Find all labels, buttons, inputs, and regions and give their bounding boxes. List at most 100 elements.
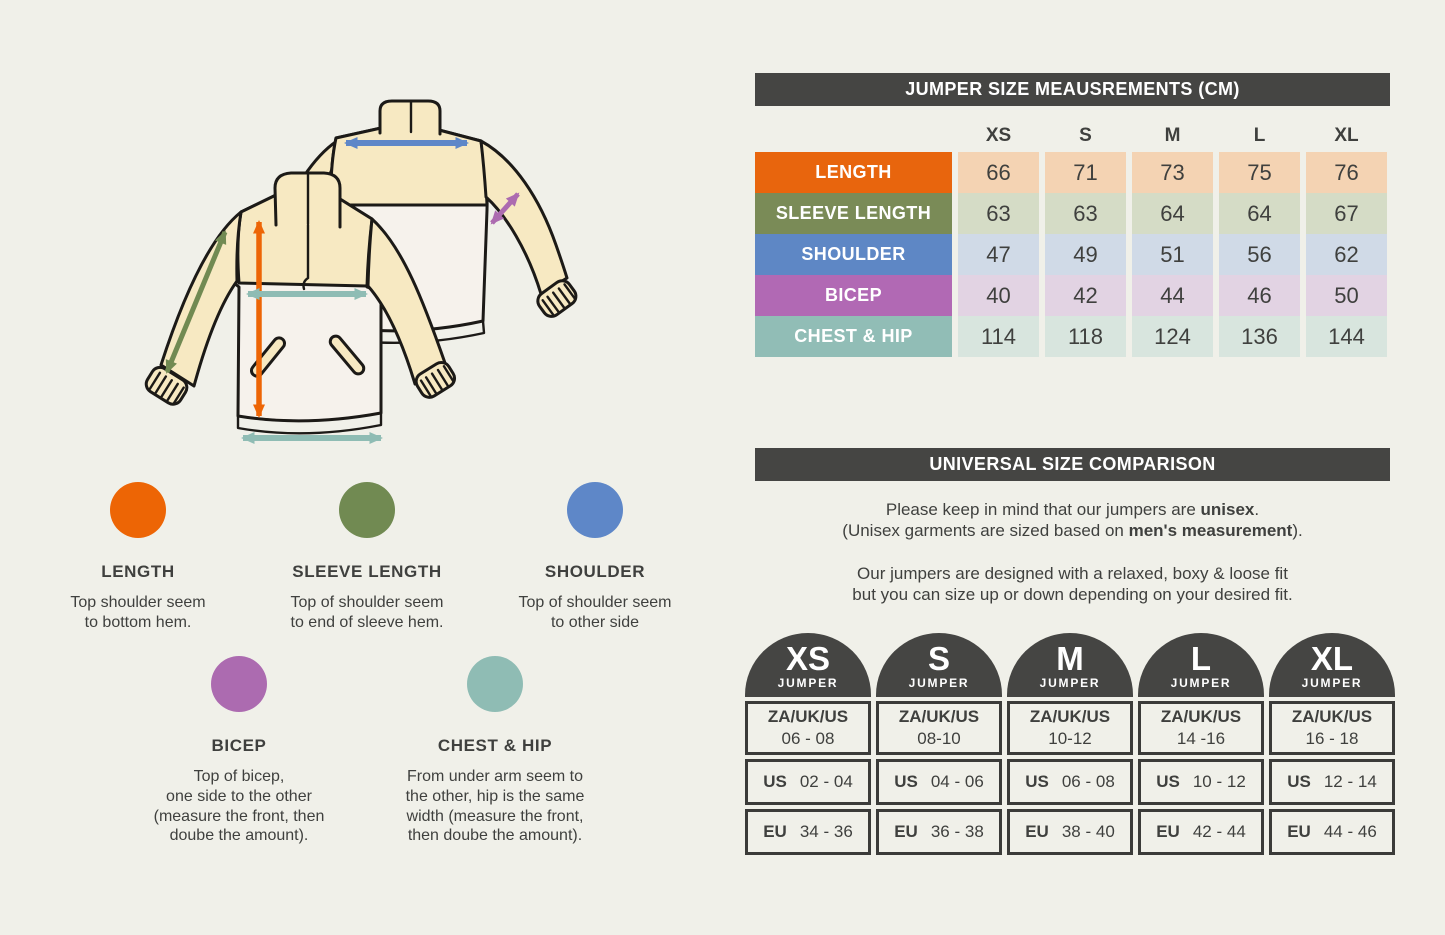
- row-label-sleeve-length: SLEEVE LENGTH: [755, 193, 952, 234]
- conversion-column-s: S JUMPER ZA/UK/US 08-10 US 04 - 06 EU 36…: [876, 633, 1002, 855]
- measurement-cell: 46: [1219, 275, 1300, 316]
- eu-cell: EU 44 - 46: [1269, 809, 1395, 855]
- eu-cell: EU 42 - 44: [1138, 809, 1264, 855]
- za-uk-us-cell: ZA/UK/US 14 -16: [1138, 701, 1264, 755]
- legend-item-shoulder: SHOULDER Top of shoulder seem to other s…: [470, 482, 720, 633]
- measurement-cell: 73: [1132, 152, 1213, 193]
- us-cell: US 02 - 04: [745, 759, 871, 805]
- chest-hip-color-dot: [467, 656, 523, 712]
- eu-cell: EU 36 - 38: [876, 809, 1002, 855]
- measurement-cell: 64: [1219, 193, 1300, 234]
- sleeve-length-arrow: [164, 230, 228, 374]
- legend-label: CHEST & HIP: [437, 736, 553, 755]
- conversion-column-xl: XL JUMPER ZA/UK/US 16 - 18 US 12 - 14 EU…: [1269, 633, 1395, 855]
- measurement-cell: 56: [1219, 234, 1300, 275]
- legend-label: LENGTH: [101, 562, 175, 581]
- eu-cell: EU 38 - 40: [1007, 809, 1133, 855]
- measurement-cell: 40: [958, 275, 1039, 316]
- size-letter: M: [1056, 640, 1084, 678]
- measurement-cell: 144: [1306, 316, 1387, 357]
- legend-description: Top of shoulder seem to end of sleeve he…: [290, 594, 444, 631]
- row-label-bicep: BICEP: [755, 275, 952, 316]
- measurement-cell: 50: [1306, 275, 1387, 316]
- legend-label: SHOULDER: [544, 562, 646, 581]
- shoulder-color-dot: [567, 482, 623, 538]
- measurement-cell: 136: [1219, 316, 1300, 357]
- legend-description: Top of shoulder seem to other side: [518, 594, 672, 631]
- bicep-arrow: [490, 192, 520, 225]
- za-uk-us-cell: ZA/UK/US 06 - 08: [745, 701, 871, 755]
- sleeve-length-color-dot: [339, 482, 395, 538]
- row-label-chest-hip: CHEST & HIP: [755, 316, 952, 357]
- jumper-label: JUMPER: [777, 676, 839, 690]
- measurement-cell: 66: [958, 152, 1039, 193]
- size-column-header: S: [1079, 124, 1092, 146]
- size-arch-s: S JUMPER: [876, 633, 1002, 697]
- measurement-cell: 114: [958, 316, 1039, 357]
- legend-description: Top of bicep, one side to the other (mea…: [153, 768, 325, 845]
- size-column-header: M: [1164, 124, 1181, 146]
- size-arch-xs: XS JUMPER: [745, 633, 871, 697]
- jumper-label: JUMPER: [908, 676, 970, 690]
- legend-item-chest-hip: CHEST & HIP From under arm seem to the o…: [345, 656, 645, 846]
- unisex-note: Please keep in mind that our jumpers are…: [842, 500, 1303, 541]
- measurement-cell: 51: [1132, 234, 1213, 275]
- measurement-cell: 124: [1132, 316, 1213, 357]
- size-arch-m: M JUMPER: [1007, 633, 1133, 697]
- length-color-dot: [110, 482, 166, 538]
- legend-description: From under arm seem to the other, hip is…: [405, 768, 585, 845]
- size-letter: L: [1190, 640, 1212, 678]
- legend-item-length: LENGTH Top shoulder seem to bottom hem.: [13, 482, 263, 633]
- bicep-color-dot: [211, 656, 267, 712]
- row-label-length: LENGTH: [755, 152, 952, 193]
- fit-note: Our jumpers are designed with a relaxed,…: [852, 563, 1293, 604]
- measurement-cell: 44: [1132, 275, 1213, 316]
- za-uk-us-cell: ZA/UK/US 16 - 18: [1269, 701, 1395, 755]
- size-letter: XL: [1310, 640, 1354, 678]
- conversion-column-l: L JUMPER ZA/UK/US 14 -16 US 10 - 12 EU 4…: [1138, 633, 1264, 855]
- legend-item-sleeve-length: SLEEVE LENGTH Top of shoulder seem to en…: [242, 482, 492, 633]
- measurement-cell: 71: [1045, 152, 1126, 193]
- measurement-cell: 75: [1219, 152, 1300, 193]
- measurement-cell: 63: [958, 193, 1039, 234]
- size-conversion-table: XS JUMPER ZA/UK/US 06 - 08 US 02 - 04 EU…: [745, 633, 1395, 855]
- size-letter: S: [927, 640, 950, 678]
- measurement-cell: 118: [1045, 316, 1126, 357]
- measurement-cell: 49: [1045, 234, 1126, 275]
- jumper-measurement-illustration: [144, 99, 578, 444]
- legend-label: BICEP: [211, 736, 267, 755]
- row-label-shoulder: SHOULDER: [755, 234, 952, 275]
- size-arch-xl: XL JUMPER: [1269, 633, 1395, 697]
- measurement-cell: 67: [1306, 193, 1387, 234]
- legend-item-bicep: BICEP Top of bicep, one side to the othe…: [104, 656, 374, 846]
- size-comparison-notes: Please keep in mind that our jumpers are…: [755, 499, 1390, 605]
- size-comparison-title: UNIVERSAL SIZE COMPARISON: [755, 448, 1390, 481]
- us-cell: US 06 - 08: [1007, 759, 1133, 805]
- jumper-label: JUMPER: [1301, 676, 1363, 690]
- front-jumper: [144, 171, 457, 435]
- measurement-table: XS S M L XL LENGTH 66 71 73 75 76 SLEEVE…: [755, 119, 1387, 357]
- jumper-label: JUMPER: [1170, 676, 1232, 690]
- size-column-header: L: [1253, 124, 1266, 146]
- legend-label: SLEEVE LENGTH: [292, 562, 442, 581]
- measurement-cell: 47: [958, 234, 1039, 275]
- za-uk-us-cell: ZA/UK/US 10-12: [1007, 701, 1133, 755]
- conversion-column-xs: XS JUMPER ZA/UK/US 06 - 08 US 02 - 04 EU…: [745, 633, 871, 855]
- measurement-table-title: JUMPER SIZE MEAUSREMENTS (CM): [755, 73, 1390, 106]
- measurement-arrows: [164, 137, 520, 444]
- measurement-cell: 64: [1132, 193, 1213, 234]
- eu-cell: EU 34 - 36: [745, 809, 871, 855]
- measurement-cell: 42: [1045, 275, 1126, 316]
- measurement-cell: 76: [1306, 152, 1387, 193]
- za-uk-us-cell: ZA/UK/US 08-10: [876, 701, 1002, 755]
- measurement-cell: 62: [1306, 234, 1387, 275]
- size-letter: XS: [785, 640, 831, 678]
- conversion-column-m: M JUMPER ZA/UK/US 10-12 US 06 - 08 EU 38…: [1007, 633, 1133, 855]
- us-cell: US 12 - 14: [1269, 759, 1395, 805]
- us-cell: US 10 - 12: [1138, 759, 1264, 805]
- us-cell: US 04 - 06: [876, 759, 1002, 805]
- legend-description: Top shoulder seem to bottom hem.: [70, 594, 206, 631]
- jumper-label: JUMPER: [1039, 676, 1101, 690]
- measurement-cell: 63: [1045, 193, 1126, 234]
